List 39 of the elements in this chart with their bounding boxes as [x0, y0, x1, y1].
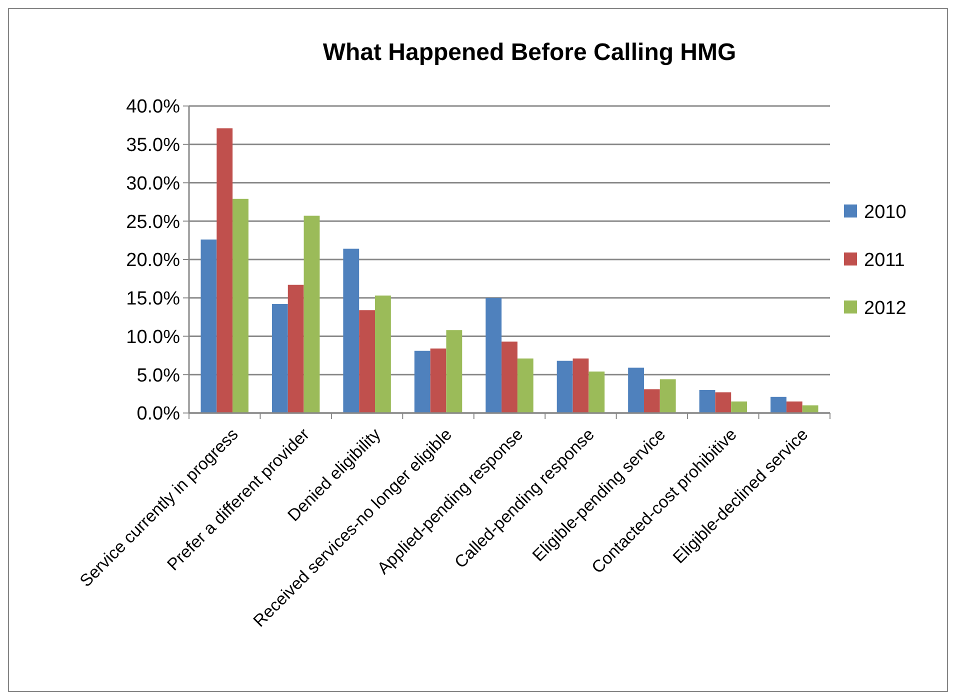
- y-tick-label: 20.0%: [126, 250, 180, 272]
- y-tick-label: 25.0%: [126, 212, 180, 233]
- bar: [232, 198, 248, 413]
- legend-label: 2010: [864, 202, 906, 224]
- bar: [786, 401, 802, 413]
- legend-label: 2011: [864, 250, 905, 272]
- bar: [556, 360, 573, 413]
- y-tick-label: 10.0%: [126, 326, 180, 348]
- bar: [359, 310, 376, 413]
- y-tick-label: 5.0%: [136, 365, 180, 386]
- bar: [200, 240, 217, 413]
- y-tick-label: 0.0%: [136, 404, 180, 425]
- legend-label: 2012: [864, 298, 906, 320]
- bar: [430, 348, 446, 413]
- bar: [272, 304, 288, 413]
- bar: [216, 128, 233, 413]
- bar: [486, 298, 502, 413]
- bar: [502, 342, 518, 413]
- y-tick-label: 35.0%: [126, 135, 180, 156]
- bar: [517, 358, 534, 413]
- bar: [343, 248, 360, 413]
- bar: [304, 216, 320, 413]
- bar: [588, 372, 605, 413]
- bar: [699, 390, 716, 413]
- bar: [414, 350, 430, 413]
- bar: [288, 284, 304, 413]
- y-tick-label: 15.0%: [126, 288, 180, 310]
- y-tick-label: 30.0%: [126, 173, 180, 194]
- bar: [731, 401, 748, 413]
- bar: [628, 368, 644, 413]
- y-tick-label: 40.0%: [126, 96, 180, 118]
- bar: [644, 389, 660, 413]
- bar: [660, 379, 676, 413]
- bar: [375, 296, 391, 413]
- bar: [572, 358, 589, 413]
- bar: [715, 392, 732, 413]
- bar: [446, 330, 462, 413]
- bar: [770, 396, 786, 413]
- chart-title: What Happened Before Calling HMG: [322, 39, 736, 66]
